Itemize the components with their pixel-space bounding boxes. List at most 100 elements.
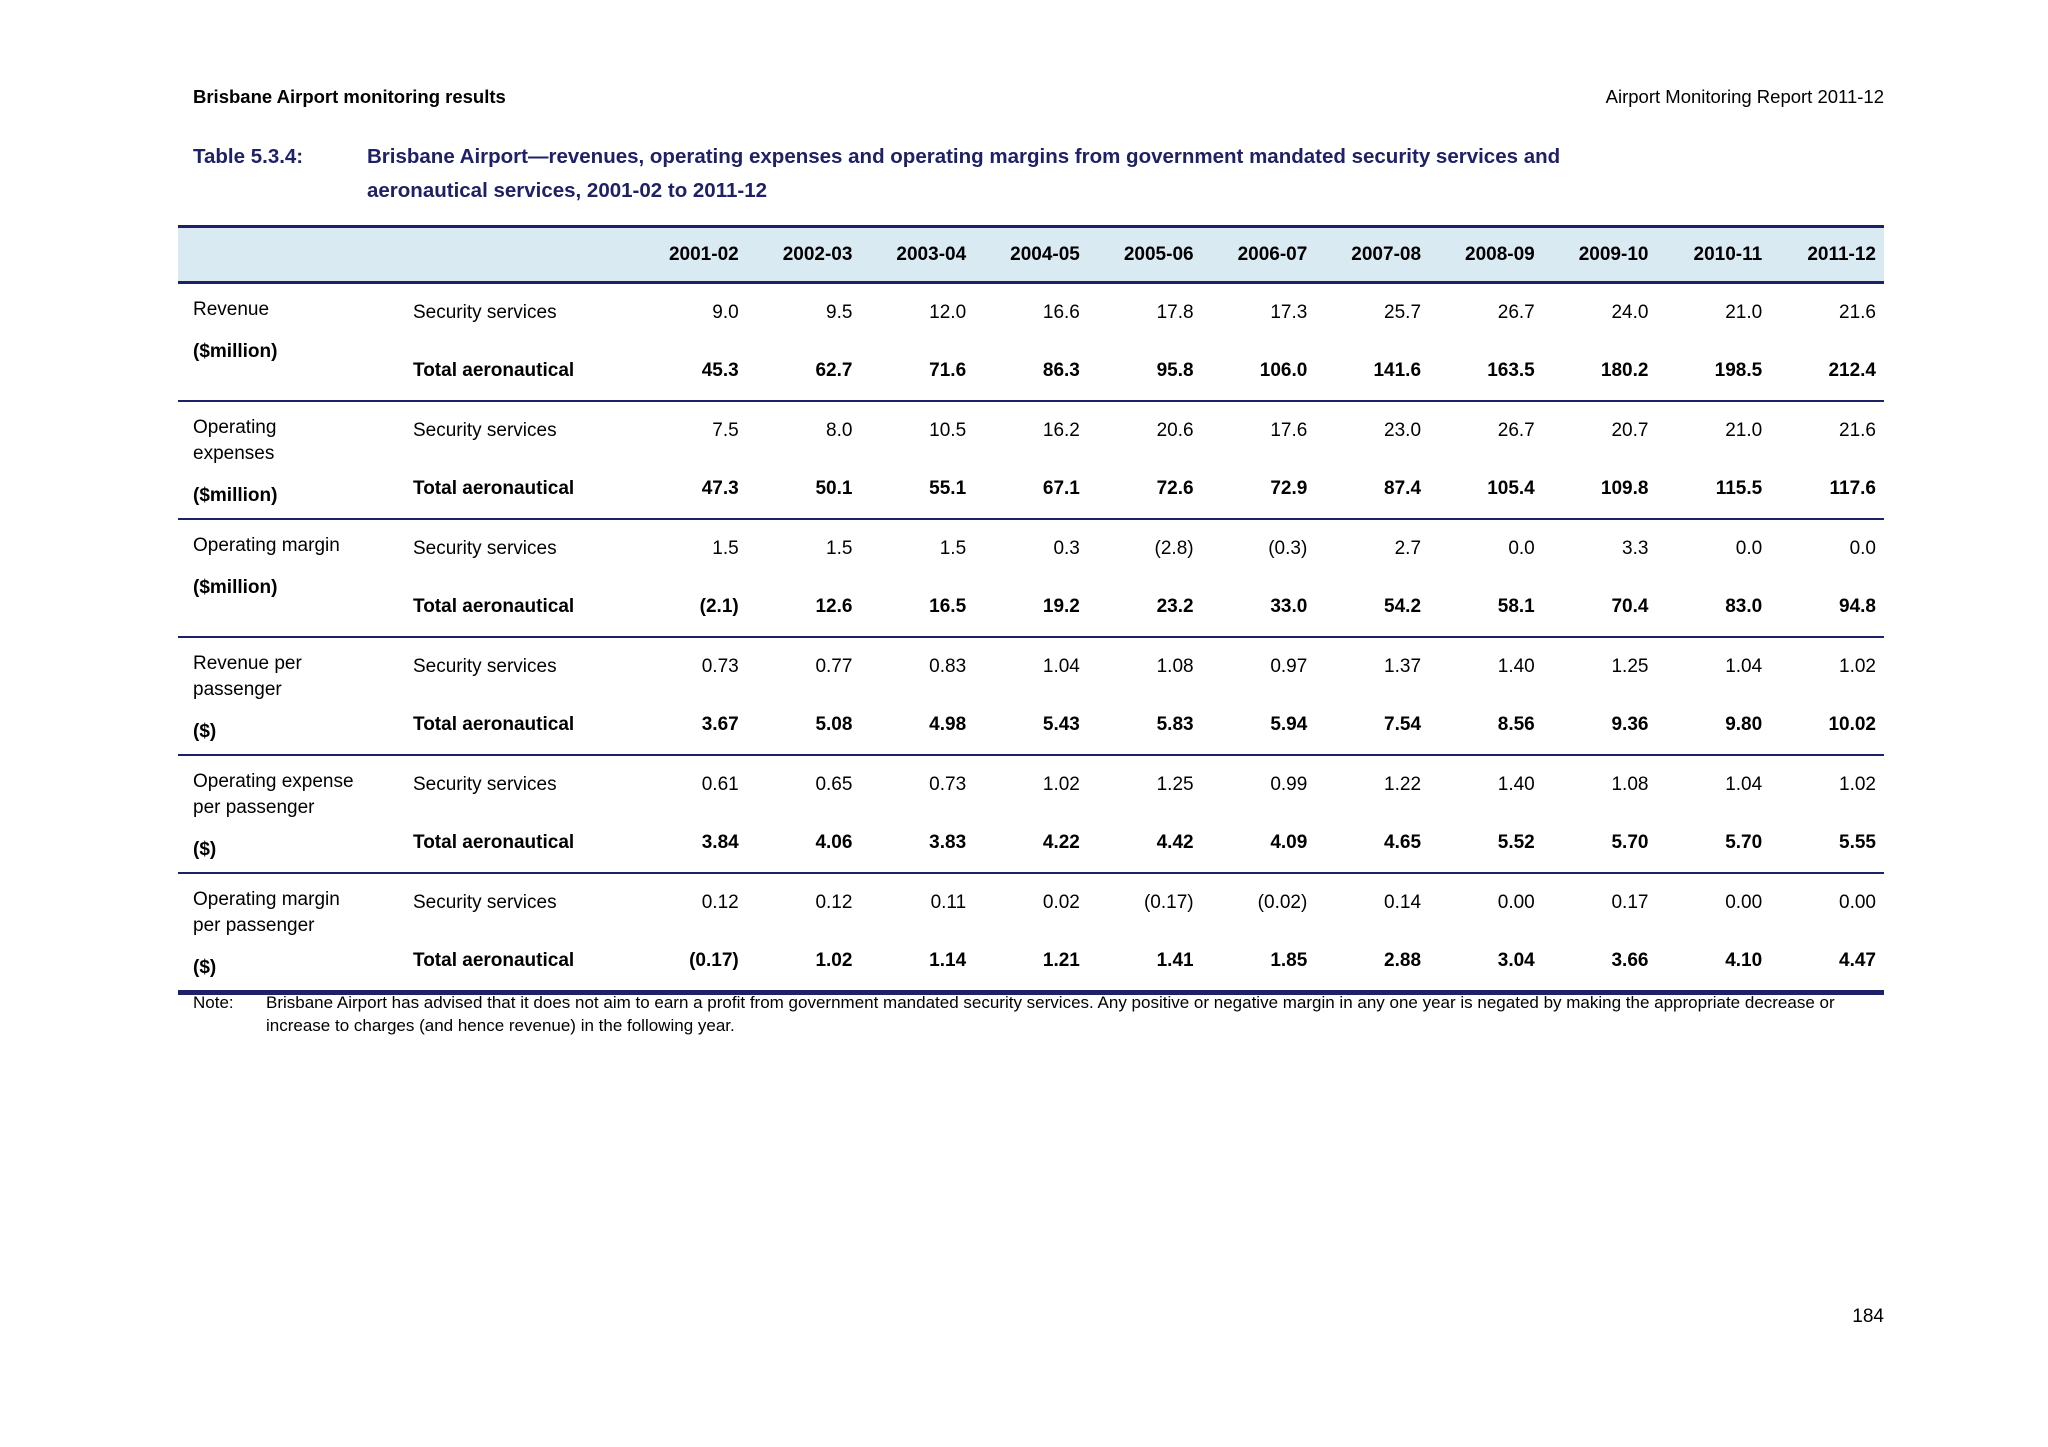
cell-value: 1.25	[1611, 656, 1649, 677]
cell-value: 10.02	[1828, 714, 1876, 735]
cell-value: 23.2	[1156, 596, 1194, 617]
cell-value: 163.5	[1487, 360, 1535, 381]
cell-value: 0.99	[1270, 774, 1308, 795]
page-number: 184	[1852, 1306, 1884, 1327]
cell-value: 7.5	[712, 420, 739, 441]
cell-value: 8.56	[1497, 714, 1535, 735]
cell-value: 4.98	[929, 714, 967, 735]
cell-value: 1.5	[939, 538, 967, 559]
cell-value: 5.83	[1156, 714, 1194, 735]
group-name: Operating expense per passenger	[193, 771, 354, 818]
cell-value: 4.10	[1725, 950, 1763, 971]
cell-value: 1.25	[1156, 774, 1194, 795]
cell-value: 0.11	[930, 892, 967, 913]
row-group-label: Operating expenses ($million)	[178, 401, 413, 519]
cell-value: 9.36	[1611, 714, 1649, 735]
cell-value: 105.4	[1487, 478, 1535, 499]
cell-value: 72.9	[1270, 478, 1308, 499]
cell-value: 9.0	[712, 302, 739, 323]
cell-value: 94.8	[1839, 596, 1876, 617]
table-row: Total aeronautical 47.3 50.1 55.1 67.1 72.6 72…	[178, 460, 1884, 519]
cell-value: (0.17)	[689, 950, 739, 971]
cell-value: 1.37	[1384, 656, 1422, 677]
cell-value: 1.02	[1839, 656, 1876, 677]
row-subtitle: Security services	[413, 538, 557, 559]
table-row: Revenue ($million) Security services 9.0 9.5…	[178, 283, 1884, 362]
running-header-right: Airport Monitoring Report 2011-12	[1605, 86, 1884, 107]
cell-value: 4.06	[815, 832, 853, 853]
row-subtitle: Total aeronautical	[413, 478, 575, 499]
table-row: Total aeronautical (2.1) 12.6 16.5 19.2 23.2 3…	[178, 578, 1884, 637]
cell-value: 12.6	[815, 596, 853, 617]
cell-value: 1.08	[1156, 656, 1194, 677]
row-group-label: Operating margin ($million)	[178, 519, 413, 637]
note-label: Note:	[193, 993, 234, 1012]
cell-value: 1.08	[1611, 774, 1649, 795]
note-text: Brisbane Airport has advised that it doe…	[266, 993, 1835, 1035]
cell-value: 16.5	[929, 596, 967, 617]
cell-value: 5.94	[1270, 714, 1308, 735]
cell-value: 0.12	[701, 892, 739, 913]
cell-value: 67.1	[1042, 478, 1080, 499]
cell-value: 115.5	[1715, 478, 1763, 499]
row-subtitle: Total aeronautical	[413, 714, 575, 735]
cell-value: 0.97	[1270, 656, 1308, 677]
cell-value: 4.65	[1384, 832, 1422, 853]
cell-value: 9.5	[826, 302, 853, 323]
table-group: Revenue per passenger ($) Security services…	[178, 637, 1884, 755]
group-name: Revenue	[193, 299, 270, 320]
cell-value: 87.4	[1384, 478, 1422, 499]
cell-value: 3.67	[701, 714, 739, 735]
cell-value: 1.02	[815, 950, 853, 971]
cell-value: 109.8	[1600, 478, 1649, 499]
cell-value: 0.12	[815, 892, 853, 913]
running-header-left: Brisbane Airport monitoring results	[193, 86, 506, 107]
cell-value: 17.8	[1156, 302, 1194, 323]
cell-value: (0.02)	[1257, 892, 1308, 913]
cell-value: 0.00	[1839, 892, 1876, 913]
cell-value: 26.7	[1497, 302, 1535, 323]
cell-value: 0.61	[701, 774, 739, 795]
table-title-line1: Brisbane Airport—revenues, operating exp…	[367, 145, 1561, 168]
cell-value: 12.0	[929, 302, 967, 323]
table-row: Total aeronautical 3.67 5.08 4.98 5.43 5.83 5.…	[178, 696, 1884, 755]
cell-value: 5.70	[1725, 832, 1763, 853]
year-column-header: 2010-11	[1656, 225, 1771, 284]
cell-value: 58.1	[1497, 596, 1535, 617]
cell-value: 21.0	[1725, 302, 1763, 323]
cell-value: 1.02	[1042, 774, 1080, 795]
table-group: Operating margin per passenger ($) Security…	[178, 873, 1884, 993]
table-row: Operating margin per passenger ($) Security…	[178, 873, 1884, 978]
cell-value: 2.7	[1394, 538, 1422, 559]
year-column-header: 2004-05	[974, 225, 1088, 284]
cell-value: (2.1)	[699, 596, 739, 617]
cell-value: 0.0	[1735, 538, 1763, 559]
year-column-header: 2003-04	[860, 225, 975, 284]
cell-value: 26.7	[1497, 420, 1535, 441]
cell-value: 23.0	[1384, 420, 1422, 441]
cell-value: 21.0	[1725, 420, 1763, 441]
cell-value: 45.3	[701, 360, 739, 381]
table-group: Revenue ($million) Security services 9.0 9.5…	[178, 283, 1884, 401]
cell-value: 0.0	[1508, 538, 1535, 559]
year-header-row: 2001-02 2002-03 2003-04 2004-05 2005-06 2006-…	[178, 225, 1884, 284]
cell-value: 21.6	[1839, 420, 1876, 441]
year-column-header: 2005-06	[1087, 225, 1202, 284]
cell-value: 1.85	[1270, 950, 1308, 971]
cell-value: 1.04	[1042, 656, 1080, 677]
table-group: Operating expense per passenger ($) Securit…	[178, 755, 1884, 873]
cell-value: (2.8)	[1154, 538, 1194, 559]
group-name: Operating expenses	[193, 417, 277, 464]
cell-value: 0.83	[929, 656, 967, 677]
year-column-header: 2002-03	[746, 225, 861, 284]
row-group-label: Revenue ($million)	[178, 283, 413, 402]
cell-value: 62.7	[815, 360, 853, 381]
table-title-text: Brisbane Airport—revenues, operating exp…	[367, 140, 1884, 208]
data-table: 2001-02 2002-03 2003-04 2004-05 2005-06 2006-…	[178, 225, 1884, 995]
row-group-label: Revenue per passenger ($)	[178, 637, 413, 755]
table-row: Operating margin ($million) Security servi…	[178, 519, 1884, 598]
table-group: Operating expenses ($million) Security serv…	[178, 401, 1884, 519]
cell-value: 3.3	[1622, 538, 1649, 559]
group-unit: ($)	[193, 957, 217, 978]
